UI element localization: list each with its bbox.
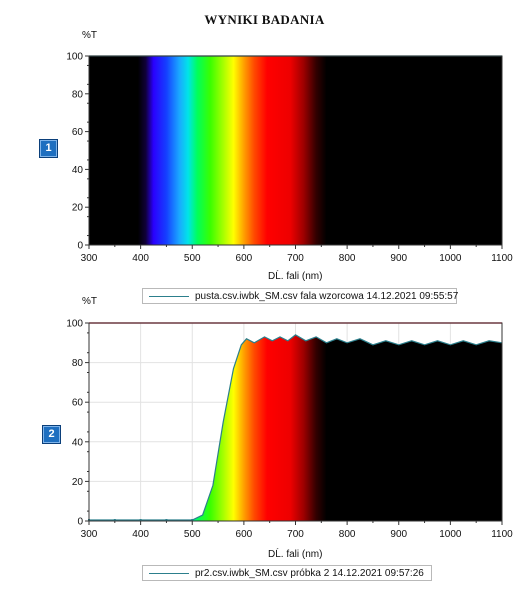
chart1-badge: 1	[39, 139, 58, 158]
chart2-xtick-label-1000: 1000	[439, 529, 462, 540]
chart1-xtick-label-300: 300	[81, 253, 98, 264]
chart1-xtick-label-400: 400	[132, 253, 149, 264]
chart1-series-area	[89, 56, 502, 245]
chart1-legend-text: pusta.csv.iwbk_SM.csv fala wzorcowa 14.1…	[195, 291, 459, 302]
chart2-xtick-label-300: 300	[81, 529, 98, 540]
chart2-series-area	[89, 334, 502, 521]
chart1-x-axis-label: DĹ. fali (nm)	[268, 271, 323, 282]
chart2-legend: pr2.csv.iwbk_SM.csv próbka 2 14.12.2021 …	[142, 565, 432, 581]
chart2-ytick-label-60: 60	[72, 398, 84, 409]
chart2-xtick-label-700: 700	[287, 529, 304, 540]
chart1-xtick-label-500: 500	[184, 253, 201, 264]
chart2-xtick-label-400: 400	[132, 529, 149, 540]
chart2-legend-swatch	[149, 573, 189, 574]
chart1-xtick-label-900: 900	[390, 253, 407, 264]
chart2-point-500	[191, 519, 194, 522]
chart1-legend-swatch	[149, 296, 189, 297]
chart2-series-line	[89, 334, 503, 521]
chart2-point-400	[139, 519, 142, 522]
chart1-legend: pusta.csv.iwbk_SM.csv fala wzorcowa 14.1…	[142, 288, 459, 304]
chart2-xtick-label-500: 500	[184, 529, 201, 540]
chart2-ytick-label-100: 100	[66, 319, 83, 330]
chart2-ytick-label-0: 0	[77, 517, 83, 528]
chart1-xtick-label-700: 700	[287, 253, 304, 264]
chart1-y-unit: %T	[82, 30, 97, 41]
chart1-xtick-label-600: 600	[236, 253, 253, 264]
chart2-xtick-label-600: 600	[236, 529, 253, 540]
chart1-ytick-label-40: 40	[72, 165, 84, 176]
chart2-xtick-label-900: 900	[390, 529, 407, 540]
chart1-ytick-label-100: 100	[66, 52, 83, 63]
chart2-point-350	[113, 519, 116, 522]
chart1-xtick-label-1100: 1100	[491, 253, 513, 264]
chart2-xtick-label-1100: 1100	[491, 529, 513, 540]
chart2-xtick-label-800: 800	[339, 529, 356, 540]
chart1-xtick-label-800: 800	[339, 253, 356, 264]
chart1-plot: 0 20 40 60 80 100 300 400 500 600 700 800 900 1000 110…	[66, 52, 513, 265]
chart1-ytick-label-80: 80	[72, 89, 84, 100]
chart1-ytick-label-60: 60	[72, 127, 84, 138]
chart2-ytick-label-80: 80	[72, 358, 84, 369]
chart2-legend-text: pr2.csv.iwbk_SM.csv próbka 2 14.12.2021 …	[195, 568, 424, 579]
chart1-xtick-label-1000: 1000	[439, 253, 462, 264]
chart2-point-450	[165, 519, 168, 522]
chart2-y-unit: %T	[82, 296, 97, 307]
chart2-ytick-label-20: 20	[72, 477, 84, 488]
chart2-ytick-label-40: 40	[72, 437, 84, 448]
page-title: WYNIKI BADANIA	[204, 12, 325, 27]
chart1-ytick-label-20: 20	[72, 203, 84, 214]
chart2-badge: 2	[42, 425, 61, 444]
chart2-x-axis-label: DĹ. fali (nm)	[268, 549, 323, 560]
chart1-ytick-label-0: 0	[77, 241, 83, 252]
